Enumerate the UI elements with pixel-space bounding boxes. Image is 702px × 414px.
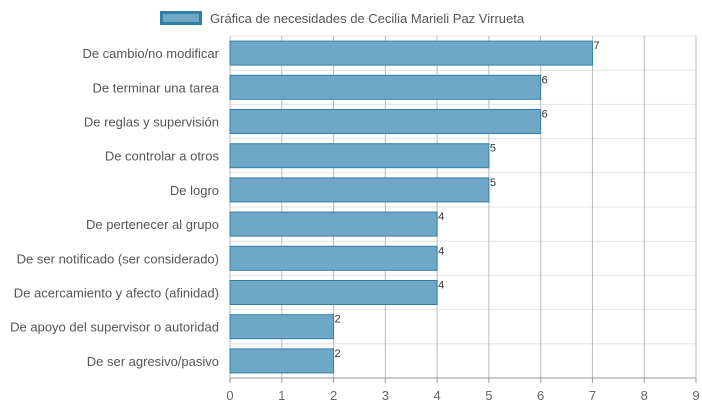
bar-value-label: 4 xyxy=(438,245,444,257)
category-label: De ser notificado (ser considerado) xyxy=(17,251,219,266)
bar-value-label: 6 xyxy=(542,74,548,86)
bar[interactable] xyxy=(229,40,593,66)
bar-value-label: 4 xyxy=(438,211,444,223)
bar[interactable] xyxy=(229,245,438,271)
x-tick-label: 2 xyxy=(330,388,337,403)
bar-value-label: 2 xyxy=(335,314,341,326)
x-tick-label: 1 xyxy=(278,388,285,403)
chart-legend[interactable]: Gráfica de necesidades de Cecilia Mariel… xyxy=(160,8,524,28)
bar[interactable] xyxy=(229,109,542,134)
x-tick-label: 4 xyxy=(433,388,440,403)
category-label: De cambio/no modificar xyxy=(82,46,219,61)
bar[interactable] xyxy=(229,74,542,100)
category-label: De logro xyxy=(170,183,219,198)
bar[interactable] xyxy=(229,314,335,340)
category-label: De pertenecer al grupo xyxy=(86,217,219,232)
category-label: De apoyo del supervisor o autoridad xyxy=(10,320,219,335)
bar-value-label: 5 xyxy=(490,143,496,155)
bar[interactable] xyxy=(229,177,490,203)
category-label: De controlar a otros xyxy=(105,149,220,164)
bar[interactable] xyxy=(229,348,335,374)
legend-swatch xyxy=(160,11,202,25)
x-tick-label: 3 xyxy=(382,388,389,403)
bar[interactable] xyxy=(229,143,490,169)
bar[interactable] xyxy=(229,211,438,237)
bar-value-label: 6 xyxy=(542,109,548,121)
x-tick-label: 0 xyxy=(226,388,233,403)
x-tick-label: 6 xyxy=(537,388,544,403)
category-label: De ser agresivo/pasivo xyxy=(87,354,219,369)
x-tick-label: 9 xyxy=(692,388,699,403)
bar-value-label: 4 xyxy=(438,280,444,292)
bar[interactable] xyxy=(229,280,438,305)
category-label: De reglas y supervisión xyxy=(84,115,219,130)
category-label: De acercamiento y afecto (afinidad) xyxy=(14,286,219,301)
category-label: De terminar una tarea xyxy=(93,80,220,95)
bar-value-label: 2 xyxy=(335,348,341,360)
legend-label: Gráfica de necesidades de Cecilia Mariel… xyxy=(210,10,525,26)
x-tick-label: 7 xyxy=(589,388,596,403)
x-tick-label: 8 xyxy=(641,388,648,403)
bar-value-label: 5 xyxy=(490,177,496,189)
bar-value-label: 7 xyxy=(593,40,599,52)
x-tick-label: 5 xyxy=(485,388,492,403)
